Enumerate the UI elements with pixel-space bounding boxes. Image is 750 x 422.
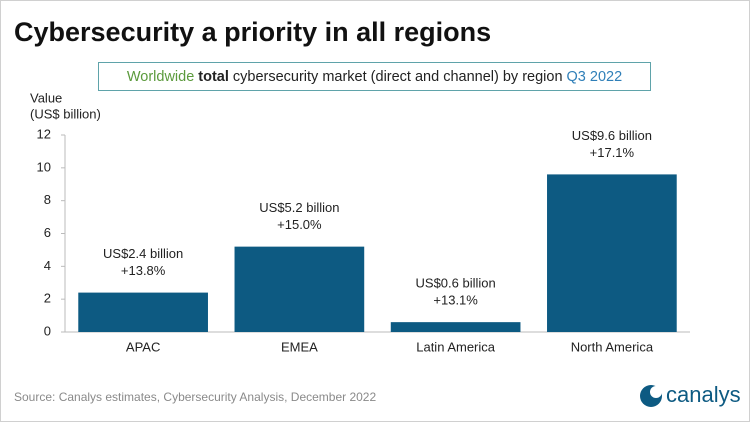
bar <box>547 174 677 332</box>
logo-text: canalys <box>666 382 741 407</box>
x-tick-label: North America <box>571 339 654 354</box>
growth-label: +13.1% <box>433 293 478 308</box>
y-axis-label: Value <box>30 90 62 105</box>
bar <box>78 292 208 332</box>
growth-label: +13.8% <box>121 263 166 278</box>
y-tick-label: 8 <box>44 192 51 207</box>
chart-title: Cybersecurity a priority in all regions <box>14 17 491 47</box>
growth-label: +15.0% <box>277 217 322 232</box>
bar <box>234 246 365 332</box>
subtitle: Q3 2022 <box>566 68 623 85</box>
x-tick-label: APAC <box>126 339 160 354</box>
x-tick-label: Latin America <box>416 339 496 354</box>
y-axis-label: (US$ billion) <box>30 106 101 121</box>
y-tick-label: 10 <box>37 159 51 174</box>
value-label: US$2.4 billion <box>103 246 183 261</box>
y-tick-label: 4 <box>44 258 51 273</box>
logo-icon <box>640 385 662 407</box>
value-label: US$0.6 billion <box>416 276 496 291</box>
y-tick-label: 2 <box>44 291 51 306</box>
bar <box>390 322 521 332</box>
y-tick-label: 6 <box>44 225 51 240</box>
x-tick-label: EMEA <box>281 339 318 354</box>
value-label: US$5.2 billion <box>259 200 339 215</box>
subtitle: Worldwide <box>126 68 195 85</box>
source-note: Source: Canalys estimates, Cybersecurity… <box>14 390 376 404</box>
y-tick-label: 0 <box>44 323 51 338</box>
value-label: US$9.6 billion <box>572 128 652 143</box>
subtitle: cybersecurity market (direct and channel… <box>232 68 563 85</box>
growth-label: +17.1% <box>590 145 635 160</box>
y-tick-label: 12 <box>37 126 51 141</box>
subtitle-box: Worldwide total cybersecurity market (di… <box>98 62 651 91</box>
subtitle: total <box>198 68 229 85</box>
